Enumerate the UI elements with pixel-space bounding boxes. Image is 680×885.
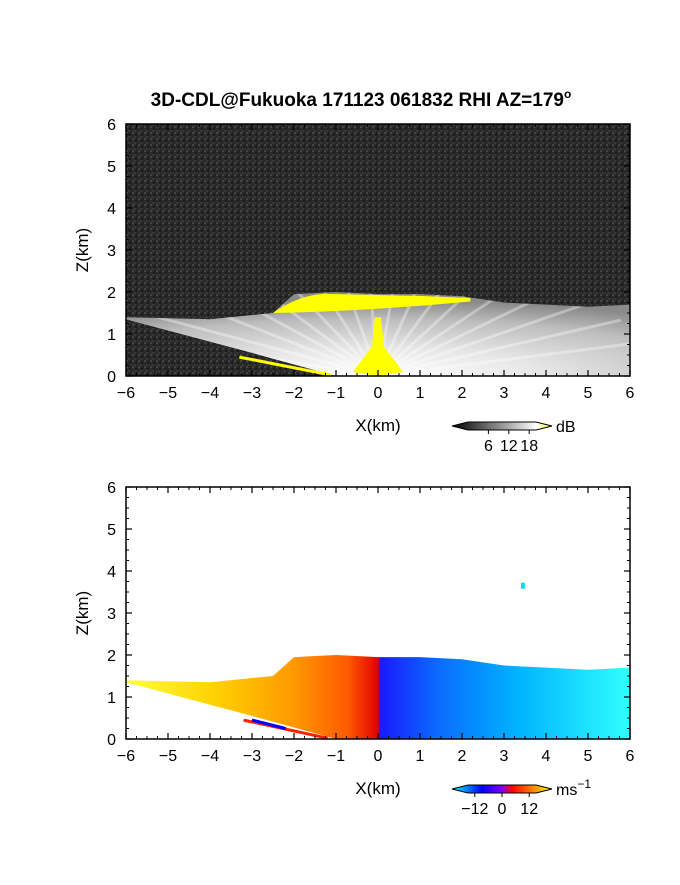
colorbar-tick-label: −12: [461, 801, 488, 818]
lidar-beam-streak: [376, 292, 521, 376]
y-tick-label: 2: [107, 285, 116, 302]
y-tick-label: 6: [107, 117, 116, 134]
colorbar-unit-label: ms−1: [556, 777, 591, 799]
lidar-beam-streak: [377, 318, 622, 376]
y-tick-label: 0: [107, 369, 116, 386]
velocity-lower-edge: [243, 718, 328, 740]
backscatter-colorbar: 6 12 18 dB: [451, 419, 576, 455]
colorbar-bar: [451, 784, 553, 794]
y-tick-label: 3: [107, 606, 116, 623]
colorbar-tick-label: 12: [500, 438, 518, 455]
backscatter-field: [126, 292, 630, 377]
x-tick-label: −4: [201, 748, 219, 765]
x-tick-label: −4: [201, 385, 219, 402]
y-tick-label: 4: [107, 201, 116, 218]
velocity-colorbar: −12 0 12 ms−1: [451, 777, 591, 818]
velocity-field: [126, 582, 630, 740]
colorbar-tick-label: 12: [520, 801, 538, 818]
x-tick-label: −5: [159, 385, 177, 402]
y-tick-label: 5: [107, 159, 116, 176]
x-tick-label: 4: [542, 748, 551, 765]
backscatter-x-axis-label: X(km): [355, 416, 400, 435]
y-tick-label: 4: [107, 564, 116, 581]
x-tick-label: 5: [584, 748, 593, 765]
y-tick-label: 3: [107, 243, 116, 260]
x-tick-label: 5: [584, 385, 593, 402]
x-tick-label: 2: [458, 385, 467, 402]
x-tick-label: 2: [458, 748, 467, 765]
velocity-x-axis-label: X(km): [355, 779, 400, 798]
velocity-y-axis-label: Z(km): [73, 591, 92, 635]
x-tick-label: 0: [374, 748, 383, 765]
y-tick-label: 1: [107, 690, 116, 707]
colorbar-bar: [451, 421, 553, 431]
velocity-x-axis: −6 −5 −4 −3 −2 −1 0 1 2 3 4 5 6: [117, 487, 635, 765]
backscatter-x-axis: −6 −5 −4 −3 −2 −1 0 1 2 3 4 5 6: [117, 124, 635, 402]
velocity-lower-edge-blue: [251, 718, 286, 730]
x-tick-label: 6: [626, 748, 635, 765]
x-tick-label: −3: [243, 385, 261, 402]
saturated-near-column: [352, 317, 404, 376]
x-tick-label: −5: [159, 748, 177, 765]
x-tick-label: −1: [327, 748, 345, 765]
colorbar-unit-label: dB: [556, 419, 576, 436]
colorbar-tick-label: 18: [520, 438, 538, 455]
chart-title: 3D-CDL@Fukuoka 171123 061832 RHI AZ=179o: [151, 87, 572, 111]
lidar-beam-streak: [377, 296, 604, 376]
x-tick-label: 1: [416, 385, 425, 402]
backscatter-y-axis-label: Z(km): [73, 228, 92, 272]
lidar-beam-streak: [140, 311, 379, 376]
colorbar-tick-label: 0: [498, 801, 507, 818]
y-tick-label: 5: [107, 522, 116, 539]
x-tick-label: 4: [542, 385, 551, 402]
x-tick-label: 3: [500, 748, 509, 765]
velocity-layer-region: [126, 655, 630, 739]
colorbar-tick-label: 6: [484, 438, 493, 455]
x-tick-label: −6: [117, 748, 135, 765]
x-tick-label: 3: [500, 385, 509, 402]
lidar-beam-streak: [377, 292, 553, 376]
velocity-y-axis: 0 1 2 3 4 5 6: [107, 480, 630, 749]
x-tick-label: −6: [117, 385, 135, 402]
x-tick-label: −3: [243, 748, 261, 765]
y-tick-label: 1: [107, 327, 116, 344]
lidar-beam-streak: [213, 292, 379, 376]
saturated-lower-edge: [239, 355, 333, 377]
x-tick-label: 1: [416, 748, 425, 765]
lidar-beam-streak: [184, 292, 379, 376]
saturated-cloud-top: [273, 293, 471, 313]
x-tick-label: −1: [327, 385, 345, 402]
isolated-velocity-point: [520, 582, 525, 589]
x-tick-label: 6: [626, 385, 635, 402]
x-tick-label: 0: [374, 385, 383, 402]
x-tick-label: −2: [285, 385, 303, 402]
y-tick-label: 0: [107, 732, 116, 749]
y-tick-label: 2: [107, 648, 116, 665]
backscatter-y-axis: 0 1 2 3 4 5 6: [107, 117, 630, 386]
y-tick-label: 6: [107, 480, 116, 497]
x-tick-label: −2: [285, 748, 303, 765]
